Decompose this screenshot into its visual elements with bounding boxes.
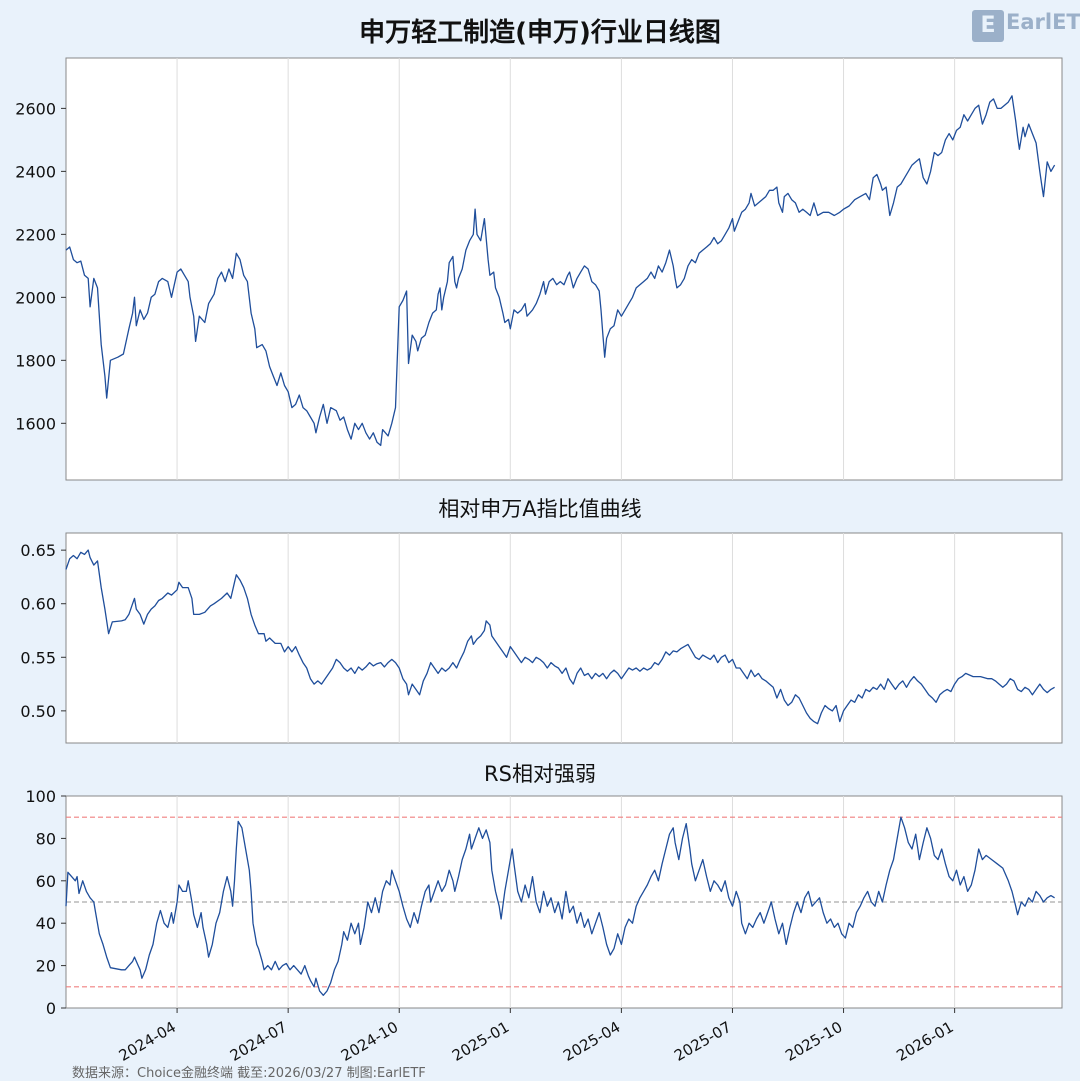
price-y-tick-label: 1800 [15, 351, 56, 370]
ratio-series-line [65, 549, 1055, 725]
ratio-plot-area [65, 532, 1063, 744]
x-tick-label: 2024-07 [227, 1018, 290, 1065]
rs-y-tick-label: 100 [25, 787, 56, 806]
x-tick-label: 2025-07 [671, 1018, 734, 1065]
logo-mark-icon: E [972, 10, 1004, 42]
price-plot-area [65, 57, 1063, 481]
ratio-y-tick-label: 0.60 [20, 595, 56, 614]
rs-series-line [65, 816, 1055, 996]
rs-y-tick-label: 80 [36, 829, 56, 848]
chart-title: 申万轻工制造(申万)行业日线图 [359, 18, 721, 48]
x-tick-label: 2026-01 [893, 1018, 956, 1065]
rs-y-tick-label: 20 [36, 957, 56, 976]
price-y-tick-label: 2200 [15, 225, 56, 244]
logo-text: EarlETF [1006, 10, 1080, 34]
rs-y-tick-label: 40 [36, 914, 56, 933]
x-tick-label: 2025-04 [560, 1018, 623, 1065]
rs-panel-title: RS相对强弱 [484, 762, 596, 786]
price-series-line [65, 95, 1056, 447]
rs-y-tick-label: 60 [36, 872, 56, 891]
x-tick-label: 2025-10 [782, 1018, 845, 1065]
price-y-tick-label: 2000 [15, 288, 56, 307]
x-tick-label: 2024-04 [116, 1018, 179, 1065]
x-tick-label: 2024-10 [338, 1018, 401, 1065]
price-y-tick-label: 2600 [15, 99, 56, 118]
rs-y-tick-label: 0 [46, 999, 56, 1018]
earletf-logo: E EarlETF [972, 10, 1080, 44]
ratio-panel-title: 相对申万A指比值曲线 [438, 497, 642, 521]
ratio-y-tick-label: 0.50 [20, 702, 56, 721]
source-footer: 数据来源：Choice金融终端 截至:2026/03/27 制图:EarlETF [72, 1066, 426, 1081]
price-y-tick-label: 1600 [15, 414, 56, 433]
ratio-y-tick-label: 0.55 [20, 648, 56, 667]
ratio-y-tick-label: 0.65 [20, 541, 56, 560]
price-y-tick-label: 2400 [15, 162, 56, 181]
x-tick-label: 2025-01 [449, 1018, 512, 1065]
